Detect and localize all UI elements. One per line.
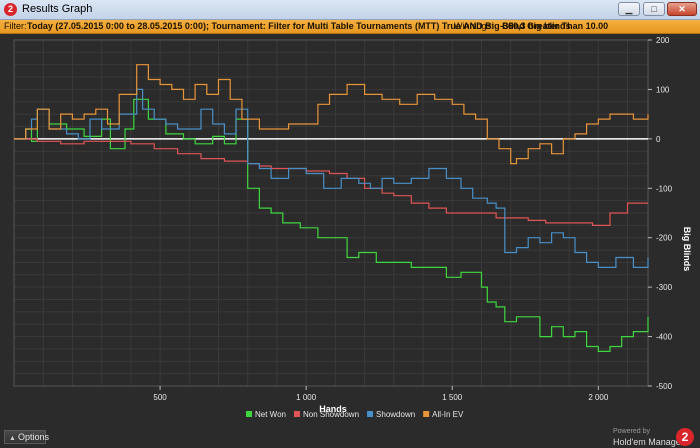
holdem-manager-icon: 2	[4, 3, 17, 16]
results-graph: 200 100 0 -100 -200 -300 -400 -500 500 1 000 1 500…	[0, 34, 700, 428]
x-tick-label: 1 500	[442, 393, 463, 402]
filter-label: Filter:	[4, 21, 27, 31]
holdem-manager-logo: 2	[676, 428, 694, 446]
x-tick-label: 500	[153, 393, 167, 402]
legend-item: Showdown	[367, 410, 415, 419]
y-tick-label: -200	[656, 234, 673, 243]
y-tick-label: 0	[656, 135, 661, 144]
axes: 200 100 0 -100 -200 -300 -400 -500 500 1 000 1 500…	[153, 36, 672, 402]
x-tick-label: 1 000	[296, 393, 317, 402]
legend-item: Non Showdown	[293, 410, 359, 419]
legend-swatch	[367, 411, 374, 417]
legend-swatch	[246, 411, 252, 417]
legend-label: All-In EV	[432, 410, 464, 419]
options-button[interactable]: ▲ Options	[4, 430, 49, 444]
maximize-icon: □	[651, 4, 657, 14]
caret-up-icon: ▲	[9, 435, 16, 442]
legend-item: All-In EV	[423, 410, 464, 419]
window-title: Results Graph	[22, 3, 93, 15]
close-button[interactable]: ✕	[667, 2, 697, 16]
legend-swatch	[423, 411, 430, 417]
x-tick-label: 2 000	[588, 393, 609, 402]
legend-label: Showdown	[376, 410, 415, 419]
legend: Net Won Non Showdown Showdown All-In EV	[246, 410, 464, 419]
brand-label: Hold'em Manager	[613, 437, 684, 447]
y-tick-label: -100	[656, 184, 673, 193]
minimize-button[interactable]: ▁	[618, 2, 640, 16]
x-axis-title: Hands	[319, 404, 347, 414]
minimize-icon: ▁	[625, 4, 633, 14]
window-titlebar: 2 Results Graph ▁ □ ✕	[0, 0, 700, 20]
maximize-button[interactable]: □	[643, 2, 665, 16]
series-line-showdown	[14, 88, 649, 268]
y-axis-title: Big Blinds	[682, 227, 692, 272]
winnings-label: Winnings:	[454, 21, 494, 31]
plot-frame	[13, 39, 649, 387]
powered-by-label: Powered by	[613, 428, 650, 435]
legend-label: Non Showdown	[303, 410, 359, 419]
legend-label: Net Won	[255, 410, 286, 419]
y-tick-label: 200	[656, 36, 670, 45]
filter-bar: Filter: Today (27.05.2015 0:00 to 28.05.…	[0, 20, 700, 34]
y-tick-label: -300	[656, 283, 673, 292]
y-tick-label: 100	[656, 85, 670, 94]
series-line-all-in-ev	[14, 64, 649, 165]
series-line-net-won	[14, 98, 649, 352]
series-lines	[14, 64, 649, 352]
close-icon: ✕	[678, 4, 686, 14]
winnings-value: -360,3 big blinds	[500, 21, 571, 31]
filter-text: Today (27.05.2015 0:00 to 28.05.2015 0:0…	[27, 21, 609, 31]
legend-item: Net Won	[246, 410, 286, 419]
y-tick-label: -400	[656, 333, 673, 342]
legend-swatch	[293, 411, 300, 417]
chart-background	[0, 34, 700, 428]
y-tick-label: -500	[656, 382, 673, 391]
bottom-bar: ▲ Options Powered by Hold'em Manager 2	[0, 428, 700, 448]
options-label: Options	[17, 432, 49, 442]
